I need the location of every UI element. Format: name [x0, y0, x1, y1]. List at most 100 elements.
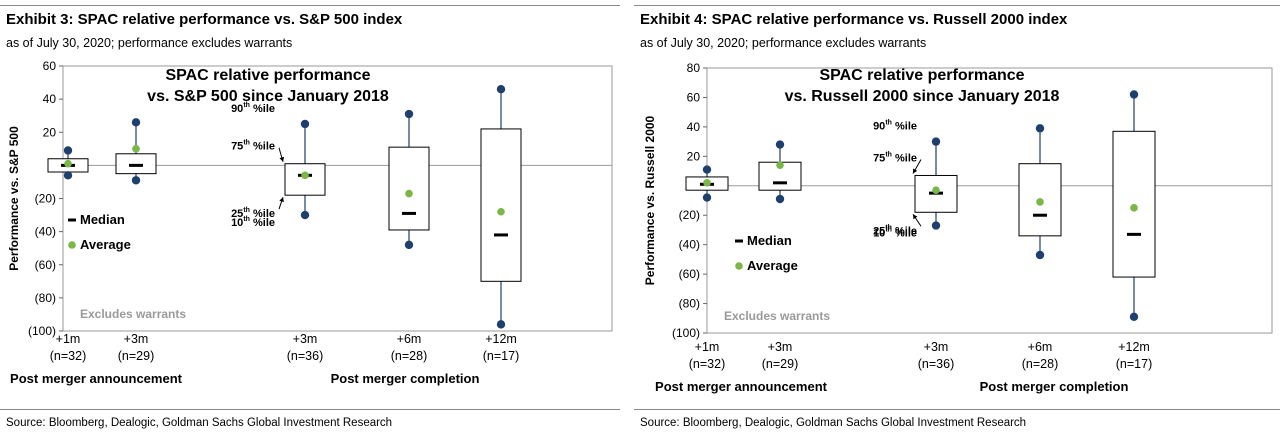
- legend-median-label: Median: [747, 233, 792, 248]
- y-tick-label: 20: [43, 125, 57, 139]
- y-tick-label: (60): [679, 267, 700, 281]
- y-tick-label: (40): [35, 225, 56, 239]
- p90-point: [1035, 124, 1045, 133]
- group-label: Post merger announcement: [10, 371, 183, 386]
- y-tick-label: (40): [679, 238, 700, 252]
- average-point: [64, 159, 72, 168]
- bottom-rule: [634, 409, 1280, 410]
- p90-point: [1129, 90, 1139, 99]
- category-n: (n=36): [287, 349, 323, 363]
- p75-annotation: 75th %ile: [231, 140, 275, 153]
- y-tick-label: (100): [28, 324, 56, 338]
- average-point: [132, 145, 140, 153]
- p10-point: [300, 210, 310, 220]
- average-point: [1130, 204, 1138, 212]
- average-point: [497, 207, 505, 216]
- p10-point: [496, 320, 506, 329]
- p10-annotation: 10th %ile: [231, 216, 275, 229]
- category-n: (n=28): [1022, 357, 1058, 371]
- p75-arrow-head: [279, 156, 285, 162]
- y-axis-label: Performance vs. S&P 500: [7, 126, 21, 271]
- spac-vs-russell2000-chart: 806040200(20)(40)(60)(80)(100)Performanc…: [643, 61, 1273, 394]
- exhibit-4-panel: Exhibit 4: SPAC relative performance vs.…: [634, 0, 1280, 438]
- category-n: (n=32): [689, 357, 725, 371]
- top-rule: [634, 5, 1280, 6]
- category-n: (n=36): [918, 357, 954, 371]
- y-tick-label: 40: [687, 120, 701, 134]
- category-label: +3m: [768, 340, 793, 354]
- p25-annotation: 25th %ile: [231, 207, 275, 220]
- p75-annotation: 75th %ile: [873, 151, 917, 164]
- p10-point: [63, 171, 73, 180]
- exhibit-subtitle: as of July 30, 2020; performance exclude…: [6, 36, 293, 50]
- p75-arrow-head: [913, 168, 918, 174]
- p90-point: [702, 165, 712, 174]
- category-label: +12m: [1118, 340, 1150, 354]
- p90-annotation: 90th %ile: [873, 120, 917, 133]
- y-tick-label: (80): [679, 297, 700, 311]
- p10-point: [131, 176, 141, 185]
- exhibit-title: Exhibit 4: SPAC relative performance vs.…: [640, 11, 1068, 28]
- p25-arrow-head: [279, 197, 284, 203]
- average-point: [776, 161, 784, 169]
- average-point: [1036, 198, 1044, 206]
- group-label: Post merger completion: [980, 379, 1129, 394]
- excludes-warrants-note: Excludes warrants: [80, 307, 186, 321]
- category-label: +3m: [293, 332, 318, 346]
- y-tick-label: (80): [35, 291, 56, 305]
- p10-point: [1035, 250, 1045, 260]
- category-label: +6m: [397, 332, 422, 346]
- p90-annotation: 90th %ile: [231, 102, 275, 115]
- p25-arrow-head: [913, 214, 918, 220]
- p90-point: [496, 84, 506, 94]
- category-n: (n=29): [118, 349, 154, 363]
- category-label: +12m: [485, 332, 517, 346]
- p10-point: [404, 240, 414, 250]
- category-n: (n=29): [762, 357, 798, 371]
- legend-median-label: Median: [80, 212, 125, 227]
- y-tick-label: 60: [43, 59, 57, 73]
- bottom-rule: [0, 409, 620, 410]
- chart-title-line: SPAC relative performance: [165, 67, 370, 84]
- p10-point: [931, 221, 941, 230]
- box-iqr: [388, 146, 430, 231]
- category-n: (n=17): [483, 349, 519, 363]
- y-tick-label: (100): [672, 326, 700, 340]
- top-rule: [0, 5, 620, 6]
- group-label: Post merger completion: [331, 371, 480, 386]
- box-iqr: [284, 163, 326, 196]
- spac-vs-sp500-chart: 6040200(20)(40)(60)(80)(100)Performance …: [7, 59, 613, 386]
- y-tick-label: 20: [687, 149, 701, 163]
- box-iqr: [115, 153, 157, 175]
- chart-title-line: vs. Russell 2000 since January 2018: [785, 88, 1060, 105]
- y-tick-label: 40: [43, 92, 57, 106]
- group-label: Post merger announcement: [655, 379, 828, 394]
- p90-point: [404, 109, 414, 119]
- plot-frame: [62, 65, 613, 332]
- category-n: (n=28): [391, 349, 427, 363]
- y-tick-label: (20): [35, 192, 56, 206]
- y-tick-label: 60: [687, 90, 701, 104]
- p25-annotation: 25th %ile: [873, 224, 917, 237]
- p90-point: [931, 137, 941, 146]
- category-label: +1m: [56, 332, 81, 346]
- p10-annotation: 10th %ile: [873, 227, 917, 240]
- chart-title-line: vs. S&P 500 since January 2018: [147, 88, 389, 105]
- p90-point: [63, 146, 73, 155]
- p10-point: [775, 194, 785, 204]
- legend-average-label: Average: [80, 237, 131, 252]
- excludes-warrants-note: Excludes warrants: [724, 309, 830, 323]
- average-point: [932, 186, 940, 194]
- average-point: [703, 179, 711, 187]
- p10-point: [1129, 312, 1139, 322]
- p90-point: [775, 140, 785, 149]
- category-label: +3m: [924, 340, 949, 354]
- p90-point: [300, 119, 310, 129]
- average-point: [405, 189, 413, 198]
- y-tick-label: (60): [35, 258, 56, 272]
- legend-average-label: Average: [747, 258, 798, 273]
- category-label: +6m: [1028, 340, 1053, 354]
- p90-point: [131, 118, 141, 127]
- category-label: +3m: [124, 332, 149, 346]
- average-point: [301, 171, 309, 180]
